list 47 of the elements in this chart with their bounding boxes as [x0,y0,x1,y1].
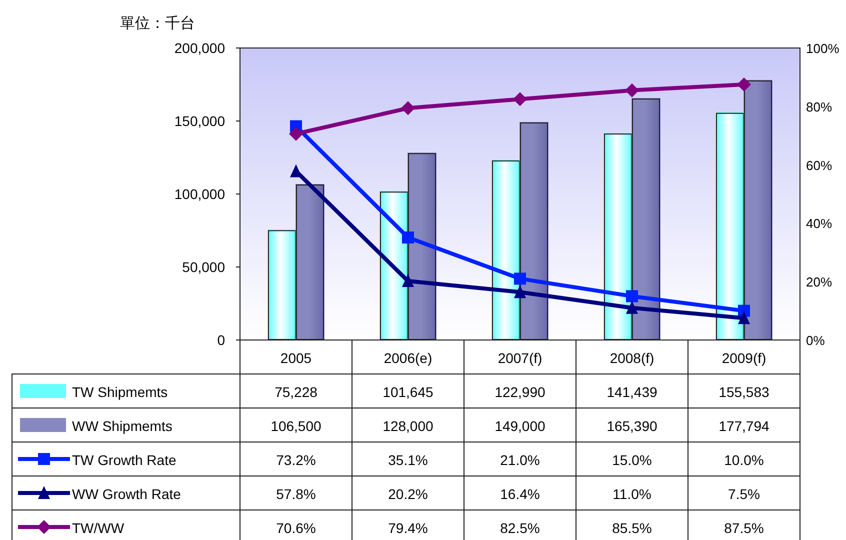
y2-tick-label: 60% [806,158,832,173]
data-label: 11.0% [612,486,652,502]
y2-tick-label: 40% [806,216,832,232]
y-tick-label: 100,000 [174,186,226,202]
data-label: 16.4% [500,486,540,502]
y-tick-label: 200,000 [174,40,226,56]
data-label: 106,500 [270,418,322,434]
data-label: 165,390 [606,418,658,434]
legend-label: TW Shipmemts [72,384,168,400]
x-tick-label: 2005 [280,350,312,366]
data-label: 101,645 [382,384,434,400]
data-label: 79.4% [388,520,428,536]
y2-tick-label: 0% [806,333,826,348]
data-label: 10.0% [724,452,764,468]
data-label: 177,794 [718,418,770,434]
data-label: 75,228 [274,384,318,400]
data-label: 20.2% [388,486,428,502]
data-label: 70.6% [276,520,316,536]
data-label: 141,439 [606,384,658,400]
x-tick-label: 2006(e) [384,350,432,366]
y-tick-label: 50,000 [182,259,226,275]
data-label: 122,990 [494,384,546,400]
y-axis-title: 單位：千台 [120,15,195,32]
data-label: 73.2% [276,452,316,468]
data-label: 35.1% [388,452,428,468]
legend-label: TW/WW [72,520,125,536]
data-label: 149,000 [494,418,546,434]
data-label: 128,000 [382,418,434,434]
x-tick-label: 2007(f) [498,350,542,366]
x-tick-label: 2009(f) [722,350,766,366]
data-label: 155,583 [718,384,770,400]
x-tick-label: 2008(f) [610,350,654,366]
data-label: 82.5% [500,520,540,536]
legend-label: WW Growth Rate [72,486,182,502]
data-label: 85.5% [612,520,652,536]
y2-tick-label: 80% [806,99,832,114]
data-label: 7.5% [728,486,760,502]
data-label: 57.8% [276,486,316,502]
y2-tick-label: 100% [806,41,840,56]
y2-tick-label: 20% [806,274,832,290]
legend-label: WW Shipmemts [72,418,172,434]
data-label: 15.0% [612,452,652,468]
data-label: 21.0% [500,452,540,468]
y-tick-label: 150,000 [174,113,226,129]
data-label: 87.5% [724,520,764,536]
legend-label: TW Growth Rate [72,452,176,468]
y-tick-label: 0 [217,332,226,348]
